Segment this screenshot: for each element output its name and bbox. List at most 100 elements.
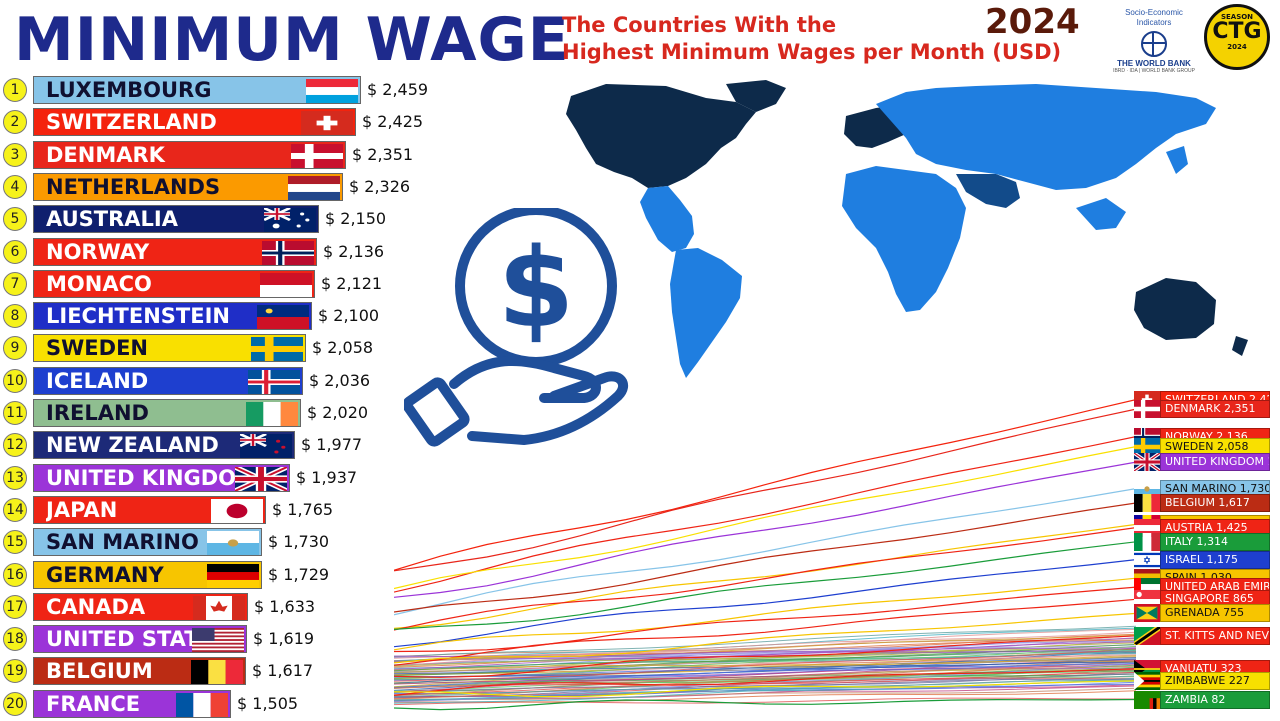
bar: GERMANY	[33, 560, 262, 589]
bar-value: $ 1,937	[296, 467, 358, 487]
series-tag: ST. KITTS AND NEVIS 580	[1160, 626, 1270, 645]
bar-value: $ 2,326	[349, 176, 411, 196]
series-tag: GRENADA 755	[1160, 604, 1270, 623]
page-title: MINIMUM WAGE	[14, 5, 570, 75]
series-line	[394, 559, 1136, 648]
series-tag: DENMARK 2,351	[1160, 400, 1270, 419]
sweden-flag-icon	[1134, 437, 1160, 456]
israel-flag-icon	[1134, 550, 1160, 569]
netherlands-flag-icon	[288, 175, 340, 201]
bar: SWEDEN	[33, 334, 306, 363]
bar: IRELAND	[33, 399, 301, 427]
rank-number: 10	[3, 368, 27, 393]
norway-flag-icon	[262, 240, 314, 265]
series-line	[394, 523, 1136, 629]
bar-label: AUSTRALIA	[46, 207, 178, 232]
rank-number: 20	[3, 691, 27, 716]
bar-value: $ 2,351	[352, 144, 414, 164]
bar-label: LIECHTENSTEIN	[46, 304, 230, 329]
st-kitts-flag-icon	[1134, 626, 1160, 645]
bar-value: $ 1,633	[254, 596, 316, 616]
bar-label: BELGIUM	[46, 659, 153, 684]
bar: JAPAN	[33, 495, 266, 524]
san-marino-flag-icon	[1134, 479, 1160, 498]
france-flag-icon	[176, 692, 228, 717]
denmark-flag-icon	[1134, 400, 1160, 419]
rank-number: 18	[3, 627, 27, 652]
series-tag: SWEDEN 2,058	[1160, 437, 1270, 456]
bar: CANADA	[33, 592, 248, 621]
bar-value: $ 2,121	[321, 273, 383, 293]
bar-value: $ 2,058	[312, 338, 374, 358]
chart-subtitle: The Countries With the Highest Minimum W…	[562, 12, 1061, 66]
bar-row: 3 DENMARK $ 2,351	[0, 139, 440, 171]
bar: LUXEMBOURG	[33, 76, 361, 104]
rank-number: 17	[3, 594, 27, 619]
series-line	[394, 612, 1136, 664]
world-bank-logo: Socio-Economic Indicators THE WORLD BANK…	[1112, 8, 1196, 75]
bar: SWITZERLAND	[33, 108, 356, 137]
sweden-flag-icon	[251, 337, 303, 362]
series-line	[394, 577, 1136, 651]
belgium-flag-icon	[1134, 494, 1160, 513]
background-line	[394, 640, 1136, 666]
logo-line-1: Socio-Economic	[1125, 8, 1183, 17]
background-line	[394, 690, 1136, 703]
bar-label: SWITZERLAND	[46, 110, 217, 135]
new-zealand-flag-icon	[239, 433, 292, 459]
background-line	[394, 663, 1136, 685]
bar-label: IRELAND	[46, 401, 149, 425]
bar: UNITED STATES	[33, 625, 247, 654]
bar-row: 6 NORWAY $ 2,136	[0, 236, 440, 268]
background-line	[394, 631, 1136, 659]
bar-row: 8 LIECHTENSTEIN $ 2,100	[0, 300, 440, 332]
rank-number: 15	[3, 530, 27, 555]
bar-row: 20 FRANCE $ 1,505	[0, 688, 440, 720]
bar-value: $ 1,505	[237, 693, 299, 713]
zimbabwe-flag-icon	[1134, 671, 1160, 690]
bar-label: SAN MARINO	[46, 530, 199, 555]
rank-number: 13	[3, 465, 27, 490]
series-line	[394, 502, 1136, 613]
bar-row: 10 ICELAND $ 2,036	[0, 365, 440, 397]
bar-value: $ 1,619	[253, 629, 315, 649]
rank-number: 6	[3, 239, 27, 264]
bar-row: 19 BELGIUM $ 1,617	[0, 655, 440, 687]
bar-value: $ 2,425	[362, 112, 424, 132]
united-kingdom-flag-icon	[233, 464, 289, 493]
australia-flag-icon	[263, 207, 316, 233]
bar-label: UNITED KINGDOM	[46, 465, 237, 490]
background-line	[394, 663, 1136, 678]
bar-value: $ 2,020	[307, 403, 369, 422]
bar-value: $ 1,765	[272, 499, 334, 519]
rank-number: 11	[3, 401, 27, 425]
denmark-flag-icon	[291, 143, 343, 168]
bar-value: $ 2,150	[325, 209, 387, 229]
series-line	[394, 698, 1136, 711]
bar-row: 9 SWEDEN $ 2,058	[0, 332, 440, 364]
series-line	[394, 488, 1136, 616]
subtitle-line-1: The Countries With the	[562, 13, 837, 37]
bar: DENMARK	[33, 140, 346, 169]
series-line	[394, 668, 1136, 696]
bar-row: 12 NEW ZEALAND $ 1,977	[0, 429, 440, 461]
bar-value: $ 2,036	[309, 370, 371, 390]
rank-number: 16	[3, 562, 27, 587]
bar: ICELAND	[33, 366, 303, 395]
background-line	[394, 648, 1136, 667]
background-line	[394, 679, 1136, 698]
rank-number: 7	[3, 271, 27, 296]
series-tag: BELGIUM 1,617	[1160, 494, 1270, 513]
channel-logo-mark: CTG	[1212, 19, 1262, 44]
bar: FRANCE	[33, 689, 231, 718]
series-line	[394, 635, 1136, 678]
grenada-flag-icon	[1134, 604, 1160, 623]
bar: LIECHTENSTEIN	[33, 302, 312, 331]
bar-row: 4 NETHERLANDS $ 2,326	[0, 171, 440, 203]
rank-number: 5	[3, 207, 27, 232]
rank-number: 4	[3, 174, 27, 199]
globe-icon	[1141, 31, 1167, 57]
bar-row: 15 SAN MARINO $ 1,730	[0, 526, 440, 558]
bar-label: MONACO	[46, 271, 152, 296]
united-kingdom-flag-icon	[1133, 451, 1161, 473]
